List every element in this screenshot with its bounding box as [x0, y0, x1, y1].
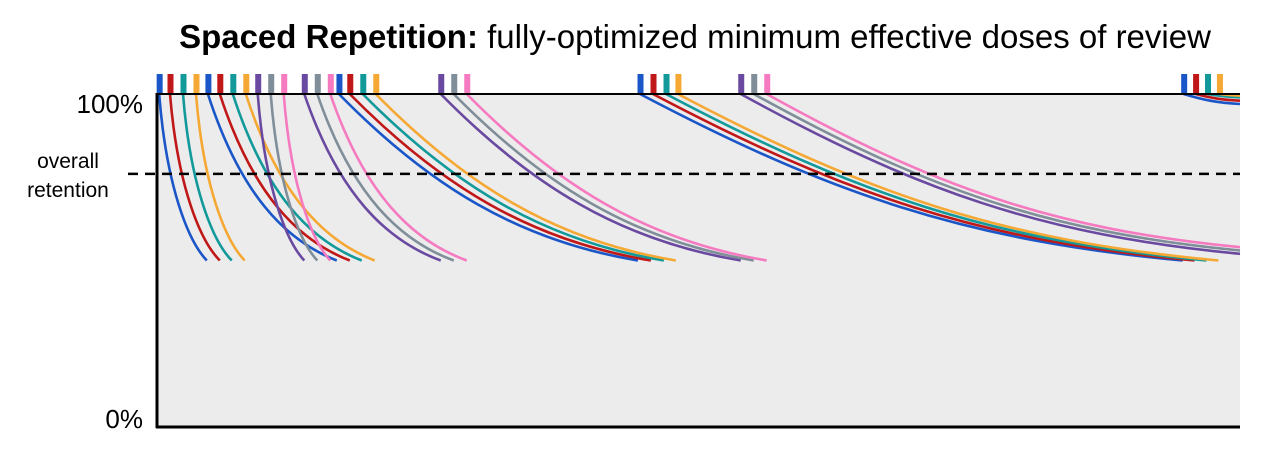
retention-curve-pink-21 [465, 93, 767, 262]
review-marker-teal-24 [663, 74, 670, 93]
retention-curve-red-23 [652, 92, 1195, 262]
review-marker-orange-25 [675, 74, 682, 93]
retention-curve-orange-25 [677, 92, 1219, 262]
review-marker-red-16 [347, 74, 354, 93]
retention-curve-orange-18 [374, 93, 676, 262]
retention-curve-teal-24 [665, 92, 1207, 262]
retention-curve-red-16 [348, 93, 652, 262]
retention-curve-blue-22 [639, 92, 1183, 262]
review-marker-purple-12 [301, 74, 308, 93]
review-marker-orange-18 [373, 74, 380, 93]
review-marker-red-23 [650, 74, 657, 93]
review-marker-orange-4 [193, 74, 200, 93]
review-marker-gray-13 [314, 74, 321, 93]
retention-curve-gray-27 [753, 92, 1241, 252]
retention-curve-teal-3 [181, 93, 233, 262]
review-marker-purple-26 [738, 74, 745, 93]
review-marker-blue-15 [336, 74, 343, 93]
review-marker-gray-10 [268, 74, 275, 93]
retention-curve-purple-19 [439, 93, 741, 262]
review-marker-pink-28 [764, 74, 771, 93]
review-marker-teal-3 [180, 74, 187, 93]
review-marker-gray-27 [751, 74, 758, 93]
retention-curve-pink-14 [329, 93, 468, 262]
review-marker-purple-19 [438, 74, 445, 93]
retention-curve-purple-26 [740, 92, 1241, 256]
review-marker-teal-31 [1205, 74, 1212, 93]
review-marker-teal-17 [360, 74, 367, 93]
retention-curve-orange-4 [194, 93, 246, 262]
review-markers [156, 74, 1223, 93]
review-marker-pink-14 [327, 74, 334, 93]
review-marker-gray-20 [451, 74, 458, 93]
retention-curves [157, 92, 1241, 262]
review-marker-pink-21 [464, 74, 471, 93]
chart-title-rest: fully-optimized minimum effective doses … [478, 18, 1211, 55]
review-marker-blue-1 [156, 74, 163, 93]
retention-curve-blue-29 [1183, 92, 1241, 106]
threshold-label-line2: retention [27, 179, 109, 202]
retention-curve-blue-15 [338, 93, 639, 262]
review-marker-blue-5 [205, 74, 212, 93]
review-marker-pink-11 [281, 74, 288, 93]
review-marker-blue-22 [637, 74, 644, 93]
retention-curve-blue-5 [206, 93, 338, 262]
retention-curve-blue-1 [157, 93, 208, 262]
retention-curve-purple-9 [256, 93, 306, 262]
chart-title: Spaced Repetition: fully-optimized minim… [179, 18, 1211, 55]
review-marker-orange-8 [243, 74, 250, 93]
retention-curve-gray-20 [452, 93, 754, 262]
review-marker-red-6 [217, 74, 224, 93]
retention-curve-gray-10 [269, 93, 319, 262]
plot-area [157, 94, 1240, 427]
chart-title-bold: Spaced Repetition: [179, 18, 478, 55]
review-marker-teal-7 [230, 74, 237, 93]
retention-curve-red-2 [168, 93, 221, 262]
threshold-label-line1: overall [37, 150, 99, 173]
retention-curve-purple-12 [303, 93, 442, 262]
y-tick-label-0: 0% [105, 404, 143, 434]
retention-curve-pink-28 [766, 92, 1241, 249]
review-marker-red-30 [1193, 74, 1200, 93]
retention-curve-pink-11 [282, 93, 332, 262]
y-tick-label-100: 100% [77, 89, 144, 119]
retention-curve-gray-13 [316, 93, 455, 262]
review-marker-orange-32 [1216, 74, 1223, 93]
retention-curve-teal-17 [361, 93, 665, 262]
review-marker-purple-9 [255, 74, 262, 93]
review-marker-red-2 [167, 74, 174, 93]
review-marker-blue-29 [1181, 74, 1188, 93]
